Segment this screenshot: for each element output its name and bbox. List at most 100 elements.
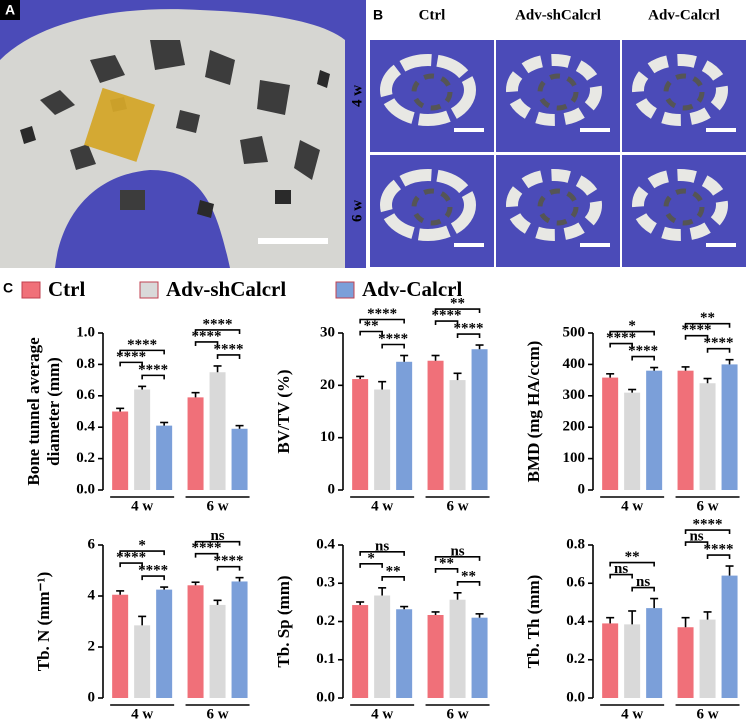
significance-bracket: [194, 329, 241, 334]
y-tick-label: 0.2: [76, 450, 95, 466]
bar: [646, 608, 663, 698]
bar: [374, 389, 391, 490]
legend-label: Adv-shCalcrl: [166, 277, 286, 301]
bar: [352, 379, 369, 490]
bar: [209, 604, 226, 698]
y-tick-label: 0.0: [76, 481, 95, 497]
ct-tile: [370, 40, 494, 152]
significance-label: ****: [127, 337, 157, 353]
y-tick-label: 4: [88, 587, 96, 603]
significance-label: **: [450, 295, 465, 311]
bar: [231, 581, 248, 698]
bar: [352, 605, 369, 698]
significance-label: ns: [375, 538, 389, 554]
bar: [677, 370, 694, 490]
bar: [721, 364, 738, 490]
y-tick-label: 0.6: [76, 387, 95, 403]
x-tick-label: 4 w: [621, 706, 643, 722]
panel-label-bg: [0, 0, 20, 20]
bar: [231, 428, 248, 490]
significance-label: ns: [210, 528, 224, 544]
significance-label: ****: [378, 331, 408, 347]
bar: [187, 397, 204, 490]
y-axis-label: Tb. Sp (mm): [274, 575, 293, 667]
row-header: 4 w: [349, 85, 365, 107]
scale-bar: [454, 128, 484, 132]
significance-bracket: [684, 529, 731, 535]
significance-bracket: [381, 576, 405, 581]
y-tick-label: 500: [563, 324, 586, 340]
x-tick-label: 4 w: [621, 498, 643, 514]
bone-shadow: [663, 188, 705, 226]
significance-label: ****: [116, 349, 146, 365]
significance-label: **: [386, 563, 401, 579]
bar: [134, 625, 151, 698]
significance-bracket: [119, 562, 143, 568]
bar: [112, 594, 129, 698]
y-tick-label: 400: [563, 356, 586, 372]
significance-label: *: [628, 318, 636, 334]
bar: [646, 370, 663, 490]
significance-label: ****: [682, 322, 712, 338]
legend-swatch: [21, 281, 41, 299]
x-tick-label: 4 w: [131, 706, 153, 722]
x-tick-label: 4 w: [131, 498, 153, 514]
bone-shadow: [411, 73, 453, 111]
significance-label: ****: [432, 307, 462, 323]
panel-a-image: [0, 0, 366, 268]
ct-tile: [370, 155, 494, 267]
significance-bracket: [194, 540, 241, 546]
legend-label: Adv-Calcrl: [362, 277, 462, 301]
bar: [624, 624, 641, 698]
y-axis-label: BMD (mg HA/ccm): [524, 341, 543, 483]
bone-ring: [380, 54, 476, 126]
panel-label: B: [373, 7, 383, 23]
significance-label: ****: [606, 330, 636, 346]
y-tick-label: 0.3: [316, 575, 335, 591]
bar: [396, 609, 413, 698]
bar: [471, 617, 488, 698]
column-header: Adv-Calcrl: [648, 7, 720, 23]
significance-bracket: [216, 354, 241, 359]
significance-bracket: [119, 550, 165, 556]
significance-bracket: [456, 581, 481, 586]
x-tick-label: 4 w: [371, 706, 393, 722]
bar: [449, 599, 466, 698]
significance-bracket: [434, 320, 459, 326]
y-tick-label: 200: [563, 419, 586, 435]
significance-label: **: [700, 310, 715, 326]
scale-bar: [454, 243, 484, 247]
significance-bracket: [631, 355, 655, 361]
significance-label: ****: [628, 343, 658, 359]
significance-bracket: [359, 318, 405, 324]
scale-bar: [706, 243, 736, 247]
bone-ring: [506, 54, 602, 126]
significance-bracket: [609, 330, 655, 336]
y-tick-label: 0.8: [76, 356, 95, 372]
y-tick-label: 0.4: [566, 613, 585, 629]
significance-label: ****: [704, 541, 734, 557]
significance-label: ns: [614, 561, 628, 577]
y-axis-label: diameter (mm): [44, 357, 63, 466]
panel-label: A: [5, 2, 15, 18]
bone-ring: [632, 169, 728, 241]
significance-label: ****: [116, 550, 146, 566]
y-tick-label: 0.0: [566, 689, 585, 705]
significance-bracket: [141, 575, 165, 581]
significance-bracket: [194, 341, 219, 346]
significance-bracket: [216, 565, 241, 571]
y-tick-label: 0.2: [316, 613, 335, 629]
bar: [374, 595, 391, 698]
legend-swatch: [335, 281, 355, 299]
panel-label: C: [3, 280, 13, 296]
significance-label: ****: [693, 516, 723, 532]
y-tick-label: 6: [88, 536, 96, 552]
y-tick-label: 0.2: [566, 651, 585, 667]
y-axis-label: Bone tunnel average: [24, 337, 43, 486]
significance-label: ****: [214, 341, 244, 357]
scale-bar: [580, 128, 610, 132]
significance-label: ****: [192, 540, 222, 556]
significance-label: ns: [450, 543, 464, 559]
significance-bracket: [609, 342, 633, 348]
